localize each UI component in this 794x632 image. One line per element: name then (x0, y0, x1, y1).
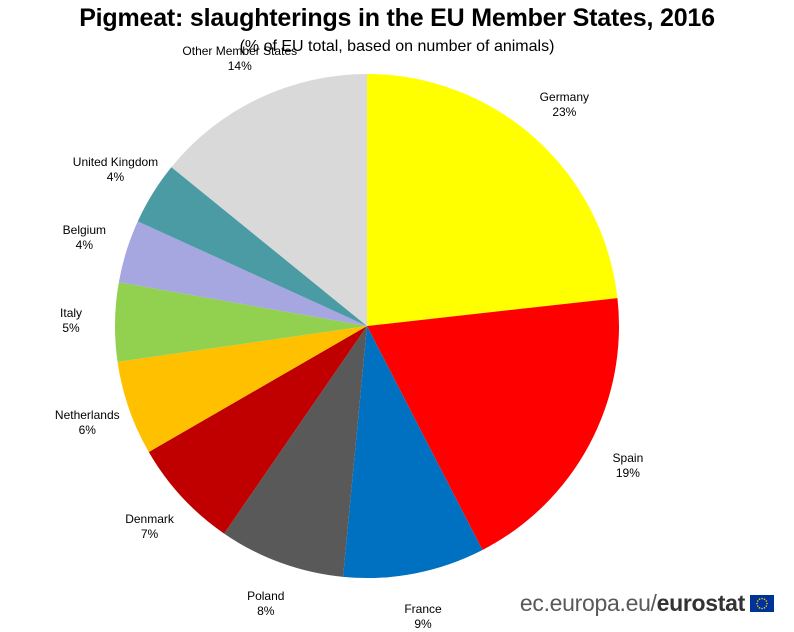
slice-label-value: 8% (257, 604, 275, 619)
slice-label-name: Other Member States (182, 43, 298, 58)
eu-flag-star (756, 605, 759, 607)
slice-label: United Kingdom 4% (73, 155, 158, 185)
eu-flag-star (756, 600, 759, 602)
eu-flag-icon (750, 595, 774, 612)
slice-label: Italy 5% (60, 306, 82, 336)
slice-label-value: 19% (615, 465, 640, 480)
slice-label-value: 7% (140, 526, 159, 541)
slice-label-value: 4% (106, 169, 125, 184)
slice-label: Denmark 7% (125, 512, 174, 542)
pie-slice-netherlands (117, 326, 367, 452)
pie-slice-poland (224, 326, 367, 577)
pie-slice-germany (367, 74, 618, 326)
slice-label-value: 5% (62, 321, 80, 336)
slice-label-value: 9% (414, 616, 432, 631)
slice-label-name: Germany (539, 90, 590, 105)
eu-flag-star (758, 607, 761, 609)
slice-label-name: Denmark (125, 511, 174, 526)
slice-label-name: United Kingdom (72, 154, 159, 169)
slice-label: Spain 19% (613, 451, 644, 481)
slice-label: Belgium 4% (63, 223, 106, 253)
eu-flag-star (761, 597, 763, 600)
pie-slice-denmark (148, 326, 367, 534)
eu-flag-star (765, 605, 768, 607)
footer-brand: eurostat (656, 590, 746, 616)
eu-flag-star (766, 602, 768, 605)
slice-label: Other Member States 14% (182, 44, 297, 74)
slice-label: Netherlands 6% (55, 408, 120, 438)
slice-label: Germany 23% (540, 90, 589, 120)
footer-site: ec.europa.eu/ (519, 590, 657, 616)
slice-label-name: Spain (612, 450, 644, 465)
footer-text: ec.europa.eu/eurostat (520, 590, 745, 617)
eu-flag-star (763, 598, 766, 600)
slice-label-name: Netherlands (54, 407, 120, 422)
slice-label: France 9% (404, 602, 441, 632)
slice-label-name: Italy (60, 306, 83, 321)
slice-label-value: 14% (227, 58, 252, 73)
eu-flag-star (765, 600, 768, 602)
pie-slice-other-member-states (171, 74, 367, 326)
pie-slice-france (343, 326, 483, 579)
pie-slice-belgium (118, 221, 367, 326)
chart-subtitle: (% of EU total, based on number of anima… (239, 38, 555, 55)
pie-slice-spain (367, 298, 620, 550)
eu-flag-star (756, 602, 758, 605)
pie-slice-italy (114, 282, 367, 362)
slice-label-name: Belgium (62, 223, 107, 238)
slice-label-value: 23% (552, 105, 577, 120)
slice-label-value: 6% (78, 422, 96, 437)
pie-slice-united-kingdom (137, 167, 367, 326)
eu-flag-star (758, 598, 761, 600)
eu-flag-star (761, 607, 763, 610)
slice-label-name: Poland (247, 589, 285, 604)
eu-flag-star (763, 607, 766, 609)
slice-label-name: France (404, 601, 442, 616)
chart-title: Pigmeat: slaughterings in the EU Member … (79, 4, 715, 32)
slice-label: Poland 8% (247, 589, 284, 619)
eurostat-footer: ec.europa.eu/eurostat (520, 590, 774, 617)
slice-label-value: 4% (75, 238, 94, 253)
